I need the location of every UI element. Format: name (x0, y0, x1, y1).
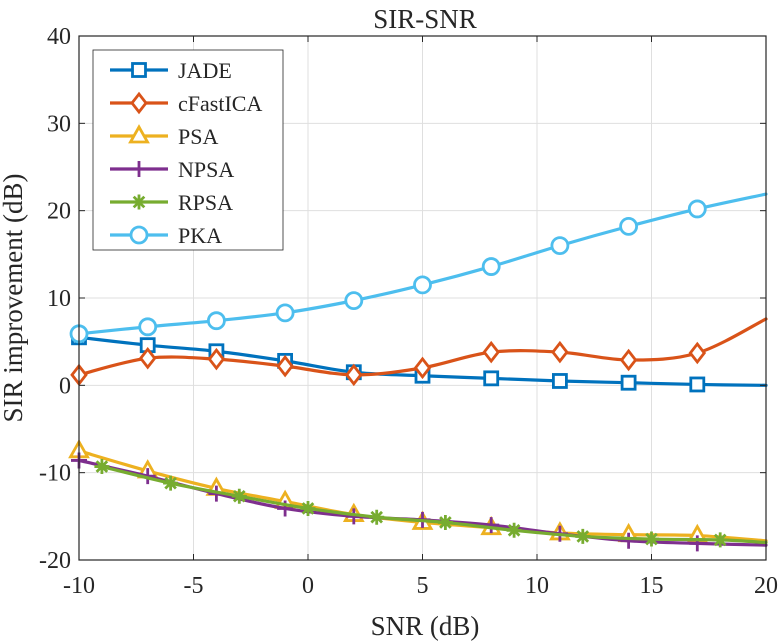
legend-label: PKA (178, 223, 222, 248)
diamond-marker (551, 340, 569, 364)
circle-marker (206, 311, 226, 331)
series-pka (69, 192, 768, 344)
asterisk-marker (506, 522, 522, 538)
legend-label: JADE (178, 58, 232, 83)
diamond-marker (619, 348, 638, 372)
legend-label: PSA (178, 124, 218, 149)
triangle-marker (128, 124, 150, 144)
x-axis-label: SNR (dB) (371, 611, 480, 641)
y-tick-label: -20 (39, 548, 71, 574)
asterisk-marker (163, 475, 179, 491)
legend-box (92, 49, 284, 251)
x-tick-label: -10 (63, 573, 95, 599)
asterisk-marker (437, 514, 453, 530)
y-tick-label: 30 (47, 111, 71, 137)
legend-label: NPSA (178, 157, 234, 182)
series-rpsa (94, 459, 768, 548)
asterisk-marker (300, 500, 316, 516)
diamond-marker (207, 347, 226, 371)
asterisk-marker (644, 531, 659, 547)
plus-marker (620, 532, 637, 549)
diamond-marker (276, 354, 294, 378)
circle-marker (275, 303, 295, 323)
y-tick-label: -10 (39, 461, 71, 487)
square-marker (131, 62, 147, 78)
square-marker (552, 373, 568, 389)
diamond-marker (130, 91, 148, 115)
legend-item-jade: JADE (110, 58, 232, 83)
asterisk-marker (231, 488, 247, 504)
plus-marker (483, 517, 500, 534)
legend-item-npsa: NPSA (110, 157, 234, 182)
y-axis-label: SIR improvement (dB) (0, 174, 28, 423)
circle-marker (619, 216, 638, 236)
y-tick-label: 40 (47, 24, 71, 50)
x-tick-label: 20 (754, 573, 778, 599)
plus-marker (131, 161, 147, 177)
diamond-marker (482, 340, 500, 364)
series-layer (68, 192, 768, 552)
x-tick-label: 10 (525, 573, 549, 599)
diamond-marker (413, 356, 432, 380)
asterisk-marker (131, 194, 147, 210)
circle-marker (687, 199, 707, 219)
circle-marker (129, 225, 149, 245)
x-tick-label: 0 (302, 573, 314, 599)
asterisk-marker (575, 528, 591, 544)
circle-marker (344, 291, 364, 311)
asterisk-marker (712, 532, 728, 548)
x-tick-label: 15 (640, 573, 664, 599)
y-tick-label: 10 (47, 286, 71, 312)
legend: JADE cFastICA PSA NPSA RPSA PKA (92, 49, 284, 251)
legend-item-rpsa: RPSA (110, 190, 233, 215)
diamond-marker (688, 341, 707, 365)
circle-marker (550, 236, 570, 256)
y-tick-label: 0 (59, 373, 71, 399)
circle-marker (481, 257, 501, 276)
diamond-marker (138, 346, 157, 370)
circle-marker (413, 275, 432, 295)
square-marker (689, 376, 706, 393)
diamond-marker (345, 363, 363, 387)
legend-label: cFastICA (178, 91, 262, 116)
x-tick-label: -5 (184, 573, 204, 599)
asterisk-marker (94, 459, 110, 475)
legend-label: RPSA (178, 190, 233, 215)
asterisk-marker (369, 509, 385, 525)
square-marker (483, 370, 500, 387)
x-tick-label: 5 (417, 573, 429, 599)
series-cfastica (70, 317, 768, 387)
legend-item-psa: PSA (110, 124, 218, 149)
legend-item-cfastica: cFastICA (110, 91, 262, 116)
legend-item-pka: PKA (110, 223, 222, 248)
chart-title: SIR-SNR (373, 4, 477, 34)
square-marker (620, 374, 637, 391)
y-tick-label: 20 (47, 199, 71, 225)
circle-marker (138, 317, 158, 337)
